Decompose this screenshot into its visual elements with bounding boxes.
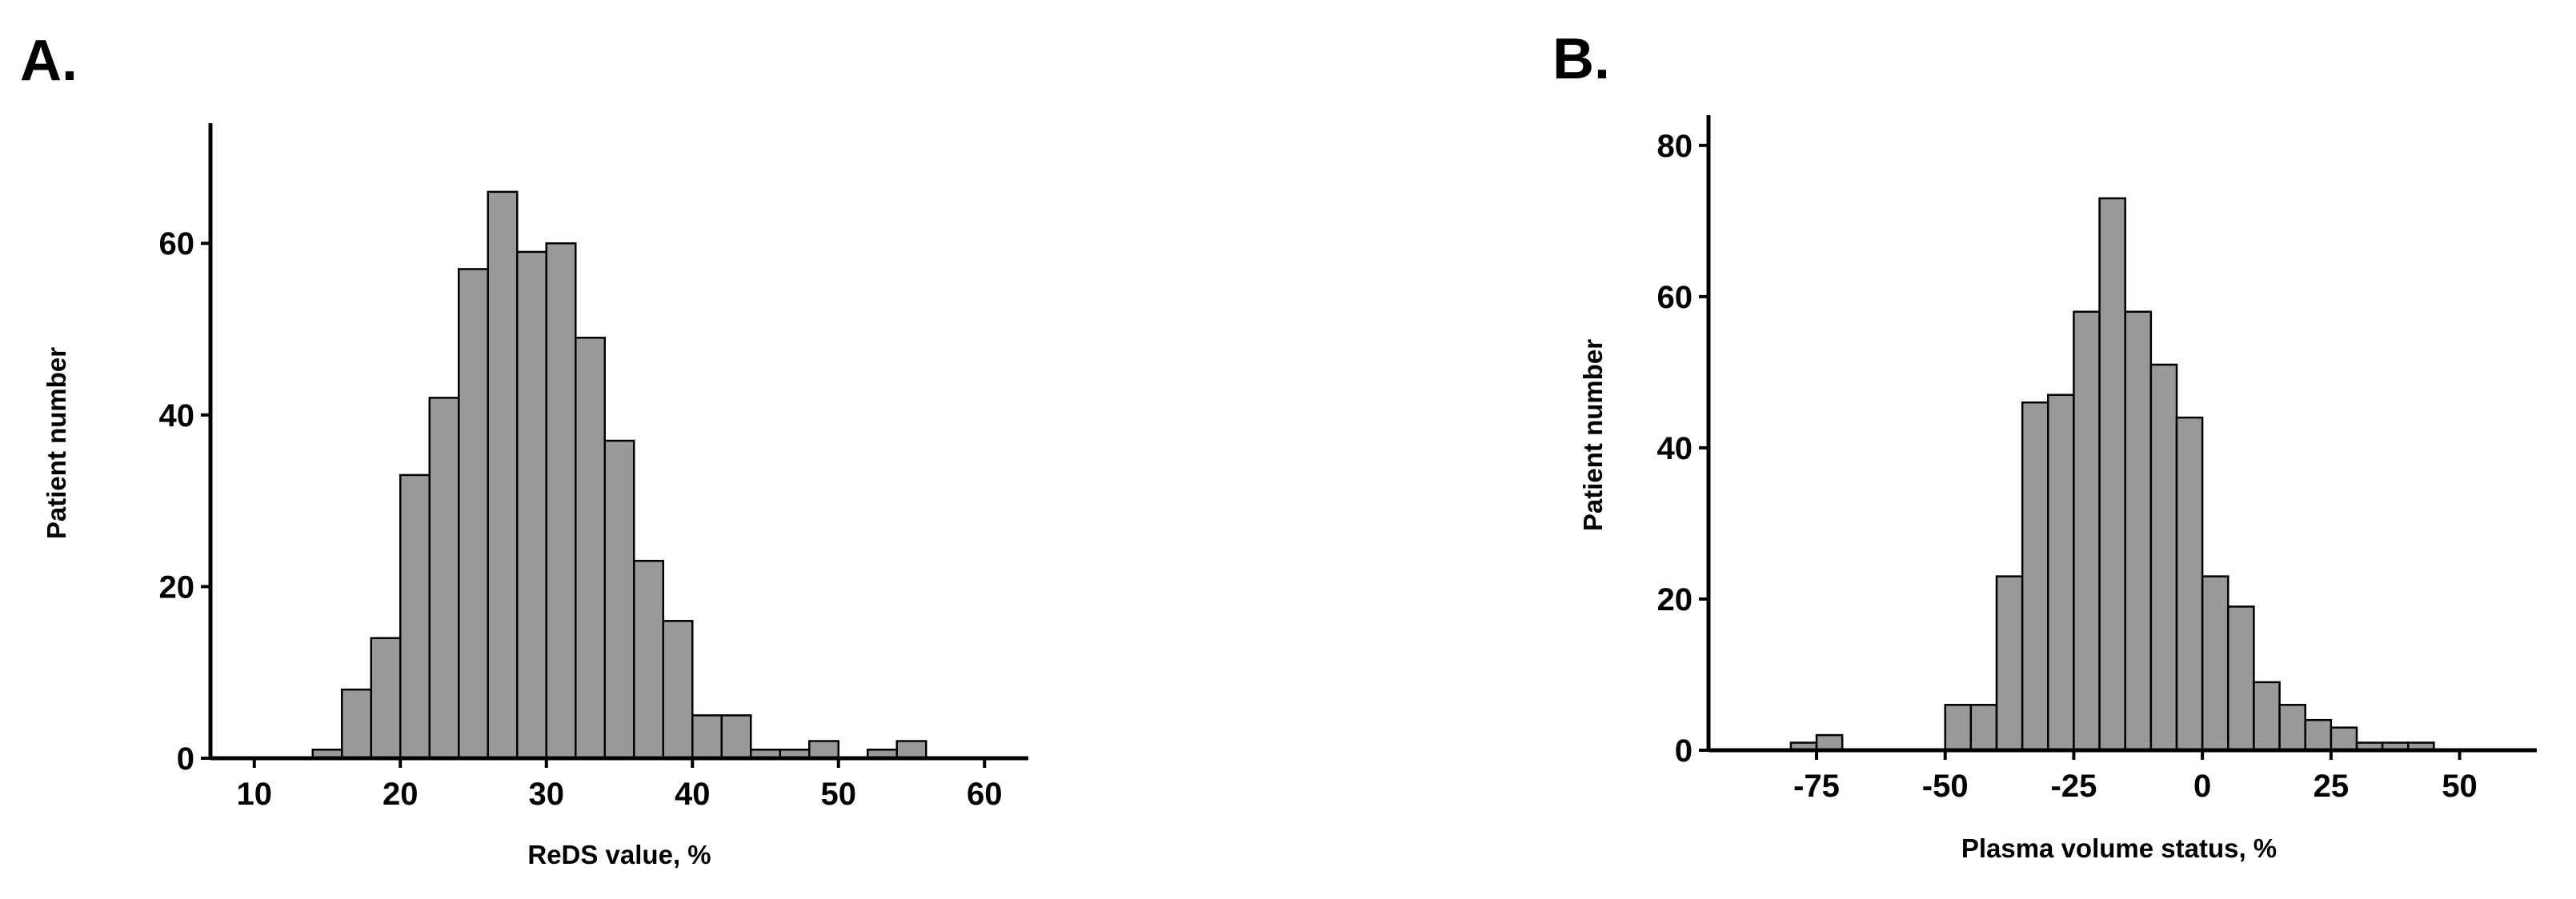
x-tick-label: 30 [529, 777, 565, 812]
x-tick-label: -75 [1793, 769, 1840, 804]
x-tick-label: 25 [2314, 769, 2350, 804]
bar [2175, 416, 2204, 752]
y-tick-label: 0 [177, 741, 194, 777]
bar [662, 620, 694, 760]
x-tick-label: 0 [2193, 769, 2211, 804]
bar [1995, 575, 2024, 752]
bar [1969, 704, 1998, 752]
x-tick-label: -25 [2051, 769, 2097, 804]
y-tick-label: 60 [159, 226, 195, 262]
bar [2149, 363, 2178, 752]
bar [575, 336, 606, 760]
x-tick-label: 10 [237, 777, 273, 812]
bar [895, 740, 927, 760]
y-tick-label: 40 [1657, 431, 1693, 466]
y-tick-label: 20 [159, 569, 195, 605]
x-tick-label: 20 [383, 777, 419, 812]
bar [691, 714, 723, 760]
bar [2021, 401, 2049, 752]
bar [2227, 605, 2255, 752]
bar [370, 637, 402, 760]
bar [545, 242, 577, 760]
bar [2278, 704, 2306, 752]
bar [458, 268, 489, 760]
bar [428, 397, 460, 760]
bar [341, 688, 372, 760]
x-tick-label: 50 [2442, 769, 2478, 804]
x-axis-label: ReDS value, % [527, 840, 711, 869]
bar [2073, 310, 2101, 752]
panel-label: B. [1552, 27, 1610, 91]
bar [2124, 310, 2153, 752]
bar [603, 439, 635, 760]
bar [2047, 394, 2075, 752]
bar [2304, 718, 2333, 752]
bar [2253, 681, 2281, 752]
y-axis-label: Patient number [1578, 339, 1608, 531]
bar [399, 473, 431, 760]
x-axis-label: Plasma volume status, % [1961, 833, 2277, 863]
bar [633, 559, 664, 760]
y-tick-label: 60 [1657, 280, 1693, 315]
y-tick-label: 0 [1675, 733, 1693, 769]
x-tick-label: 40 [675, 777, 711, 812]
bar [808, 740, 839, 760]
panel-label: A. [20, 29, 78, 93]
x-tick-label: -50 [1922, 769, 1969, 804]
bar [487, 190, 519, 760]
bar [720, 714, 752, 760]
x-tick-label: 60 [967, 777, 1003, 812]
y-tick-label: 40 [159, 398, 195, 434]
y-tick-label: 80 [1657, 129, 1693, 164]
bar [1815, 733, 1844, 752]
bar [2330, 726, 2358, 752]
bar [516, 250, 547, 760]
y-tick-label: 20 [1657, 582, 1693, 617]
y-axis-label: Patient number [42, 347, 71, 539]
x-tick-label: 50 [821, 777, 857, 812]
bar [1944, 704, 1973, 752]
bar [2098, 197, 2126, 752]
bar [2201, 575, 2229, 752]
